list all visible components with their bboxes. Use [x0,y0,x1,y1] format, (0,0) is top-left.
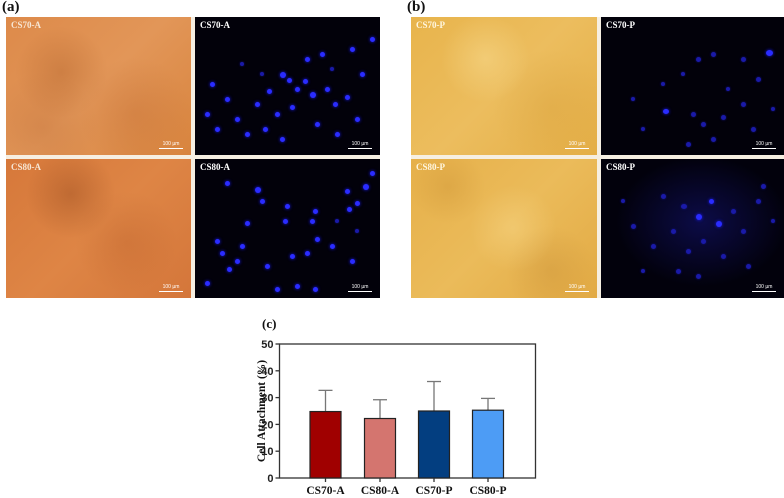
scale-bar: 100 µm [348,141,372,149]
x-category-label: CS80-A [361,485,400,497]
image-label: CS80-A [11,162,42,172]
x-category-label: CS70-A [306,485,345,497]
micrograph-cs80-p-brightfield: CS80-P 100 µm [411,159,597,298]
x-category-label: CS80-P [469,485,506,497]
scale-bar: 100 µm [752,284,776,292]
bar-cs80-p [471,409,505,479]
micrograph-cs80-p-fluorescence: CS80-P 100 µm [601,159,784,298]
x-axis-labels: CS70-A CS80-A CS70-P CS80-P [306,478,507,497]
scale-bar: 100 µm [752,141,776,149]
y-axis: 0 10 20 30 40 50 [261,339,280,485]
image-label: CS80-P [606,162,635,172]
panel-a-letter: (a) [2,0,20,15]
micrograph-cs80-a-fluorescence: CS80-A 100 µm [195,159,380,298]
y-tick-label: 0 [267,473,273,485]
y-axis-label: Cell Attachment (%) [256,360,268,462]
panel-a: CS70-A 100 µm CS70-A [6,17,380,298]
y-tick-label: 50 [261,339,273,351]
y-tick-label: 10 [261,446,273,458]
y-tick-label: 30 [261,393,273,405]
scale-bar: 100 µm [159,284,183,292]
plot-frame [278,343,537,479]
bar-cs70-a [309,410,342,479]
y-tick-label: 20 [261,419,273,431]
bar-cs70-p [417,410,451,479]
scale-bar: 100 µm [348,284,372,292]
image-label: CS70-P [416,20,445,30]
micrograph-cs70-p-fluorescence: CS70-P 100 µm [601,17,784,155]
scale-bar: 100 µm [565,284,589,292]
micrograph-cs80-a-brightfield: CS80-A 100 µm [6,159,191,298]
scale-bar: 100 µm [565,141,589,149]
panel-b: CS70-P 100 µm CS70-P 100 µm CS80-P [411,17,784,298]
image-label: CS70-A [200,20,231,30]
y-tick-label: 40 [261,366,273,378]
image-label: CS80-A [200,162,231,172]
x-category-label: CS70-P [415,485,452,497]
image-label: CS70-A [11,20,42,30]
image-label: CS70-P [606,20,635,30]
micrograph-cs70-p-brightfield: CS70-P 100 µm [411,17,597,155]
micrograph-cs70-a-brightfield: CS70-A 100 µm [6,17,191,155]
panel-b-letter: (b) [407,0,426,15]
panel-c-letter: (c) [262,316,277,331]
image-label: CS80-P [416,162,445,172]
scale-bar: 100 µm [159,141,183,149]
micrograph-cs70-a-fluorescence: CS70-A 100 µm [195,17,380,155]
bars [309,380,505,479]
bar-cs80-a [363,417,397,479]
